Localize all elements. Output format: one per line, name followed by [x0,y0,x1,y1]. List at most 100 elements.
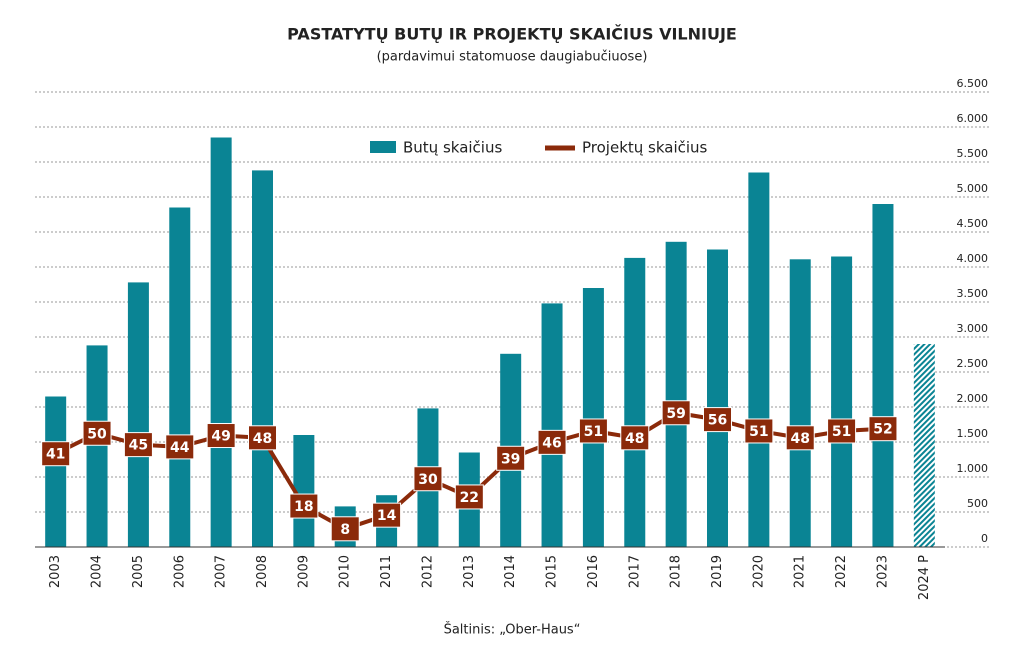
x-tick-label: 2006 [172,555,187,588]
y-tick-label: 1.000 [957,462,989,475]
x-tick-label: 2022 [834,555,849,588]
data-label: 52 [873,422,892,438]
x-tick-label: 2015 [545,555,560,588]
point-marker [496,445,526,471]
x-tick-label: 2016 [586,555,601,588]
point-marker [289,493,319,519]
data-label: 48 [253,431,272,447]
x-tick-label: 2003 [48,555,63,588]
legend-label: Projektų skaičius [582,139,708,157]
data-label: 39 [501,451,520,467]
data-label: 22 [460,490,479,506]
x-tick-label: 2005 [131,555,146,588]
y-tick-label: 6.500 [957,77,989,90]
bar [748,172,770,547]
point-marker [372,502,402,528]
y-tick-label: 2.000 [957,392,989,405]
point-marker [454,484,484,510]
bar [665,241,687,548]
bar [707,249,728,547]
x-tick-label: 2019 [710,555,725,588]
point-marker [330,516,360,542]
point-marker [123,432,153,458]
point-marker [82,420,112,446]
data-label: 41 [46,447,65,463]
bar [913,344,935,547]
y-tick-label: 3.500 [957,287,989,300]
point-marker [41,441,71,467]
bar [293,435,315,547]
x-tick-label: 2021 [793,555,808,588]
point-marker [206,423,236,449]
x-tick-label: 2012 [420,555,435,588]
y-tick-label: 3.000 [957,322,989,335]
point-marker [537,429,567,455]
point-marker [744,418,774,444]
x-tick-label: 2008 [255,555,270,588]
y-tick-label: 4.500 [957,217,989,230]
data-label: 51 [832,424,851,440]
data-label: 49 [211,429,230,445]
bar [624,257,646,547]
bar [45,396,67,547]
x-tick-label: 2007 [214,555,229,588]
x-tick-label: 2018 [669,555,684,588]
bar [86,345,108,547]
data-label: 14 [377,508,397,524]
x-tick-label: 2010 [338,555,353,588]
data-label: 8 [340,522,350,538]
data-label: 59 [666,406,685,422]
x-tick-label: 2020 [751,555,766,588]
y-tick-label: 4.000 [957,252,989,265]
data-label: 30 [418,472,438,488]
bar [582,288,604,547]
chart-subtitle: (pardavimui statomuose daugiabučiuose) [377,50,648,65]
x-tick-label: 2011 [379,555,394,588]
bar [541,303,563,547]
x-tick-label: 2014 [503,555,518,588]
y-tick-label: 5.000 [957,182,989,195]
source: Šaltinis: „Ober-Haus“ [444,622,581,638]
point-marker [620,425,650,451]
x-tick-label: 2004 [90,555,105,588]
data-label: 48 [625,431,644,447]
point-marker [578,418,608,444]
x-tick-label: 2013 [462,555,477,588]
bar [789,259,811,547]
data-label: 51 [749,424,768,440]
data-label: 51 [584,424,603,440]
point-marker [868,416,898,442]
data-label: 18 [294,499,313,515]
bar [831,256,853,547]
point-marker [165,434,195,460]
data-label: 48 [790,431,809,447]
point-marker [785,425,815,451]
x-tick-label: 2023 [875,555,890,588]
point-marker [703,407,732,433]
data-label: 44 [170,440,190,456]
legend-label: Butų skaičius [403,139,502,157]
y-tick-label: 5.500 [957,147,989,160]
y-tick-label: 500 [967,497,988,510]
y-tick-label: 6.000 [957,112,989,125]
x-tick-label: 2024 P [917,555,932,600]
bar [252,170,273,547]
bar [210,137,232,547]
y-tick-label: 1.500 [957,427,989,440]
legend-swatch [370,141,396,153]
bar [127,282,149,547]
bar [872,204,894,547]
point-marker [413,466,443,492]
y-tick-label: 0 [981,532,988,545]
y-tick-label: 2.500 [957,357,989,370]
data-label: 50 [87,426,107,442]
point-marker [661,400,691,426]
data-label: 45 [129,438,148,454]
point-marker [248,425,277,451]
x-tick-label: 2017 [627,555,642,588]
data-label: 46 [542,435,561,451]
bar [169,207,191,547]
data-label: 56 [708,413,727,429]
point-marker [827,418,857,444]
chart-title: PASTATYTŲ BUTŲ IR PROJEKTŲ SKAIČIUS VILN… [287,25,737,44]
